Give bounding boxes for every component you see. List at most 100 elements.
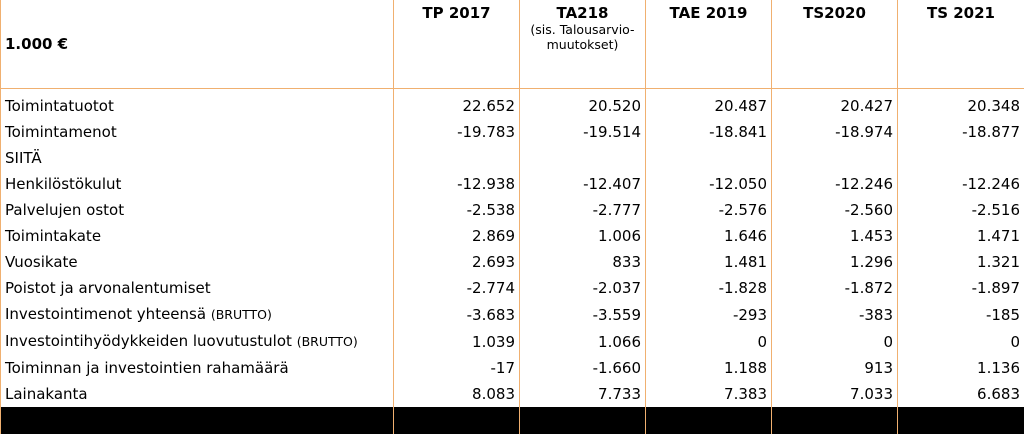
value-cell: -1.897 bbox=[898, 275, 1024, 301]
value-cell: -1.828 bbox=[646, 275, 772, 301]
table-row: Toimintamenot-19.783-19.514-18.841-18.97… bbox=[1, 119, 1024, 145]
column-title: TAE 2019 bbox=[670, 4, 748, 22]
table-row: Toiminnan ja investointien rahamäärä-17-… bbox=[1, 355, 1024, 381]
row-label-cell: Vuosikate bbox=[1, 249, 394, 275]
value-cell: -3.559 bbox=[520, 301, 646, 328]
row-label-cell: Lainakanta bbox=[1, 381, 394, 407]
table-row: Investointimenot yhteensä (BRUTTO)-3.683… bbox=[1, 301, 1024, 328]
row-label-cell: Investointimenot yhteensä (BRUTTO) bbox=[1, 301, 394, 328]
value-cell: 6.683 bbox=[898, 381, 1024, 407]
value-cell: 20.348 bbox=[898, 93, 1024, 119]
value-cell: 1.481 bbox=[646, 249, 772, 275]
value-cell: 7.733 bbox=[520, 381, 646, 407]
value-cell: -12.938 bbox=[394, 171, 520, 197]
column-note: (sis. Talousarvio-muutokset) bbox=[527, 22, 639, 52]
value-cell: 1.646 bbox=[646, 223, 772, 249]
value-cell bbox=[772, 145, 898, 171]
row-label-cell: Toimintamenot bbox=[1, 119, 394, 145]
value-cell: -2.576 bbox=[646, 197, 772, 223]
value-cell: 20.487 bbox=[646, 93, 772, 119]
column-title: TS 2021 bbox=[927, 4, 995, 22]
row-tag: (BRUTTO) bbox=[211, 307, 272, 322]
value-cell: 22.652 bbox=[394, 93, 520, 119]
column-header: TP 2017 bbox=[394, 0, 520, 89]
column-title: TS2020 bbox=[803, 4, 866, 22]
value-cell: 0 bbox=[646, 328, 772, 355]
value-cell: -19.514 bbox=[520, 119, 646, 145]
value-cell: -18.974 bbox=[772, 119, 898, 145]
row-label-cell: SIITÄ bbox=[1, 145, 394, 171]
value-cell: -185 bbox=[898, 301, 1024, 328]
table-row: Poistot ja arvonalentumiset-2.774-2.037-… bbox=[1, 275, 1024, 301]
value-cell: -19.783 bbox=[394, 119, 520, 145]
value-cell: 7.033 bbox=[772, 381, 898, 407]
row-label: Toimintatuotot bbox=[5, 97, 114, 115]
row-label: SIITÄ bbox=[5, 149, 42, 167]
row-label-cell: Toimintatuotot bbox=[1, 93, 394, 119]
value-cell: 1.296 bbox=[772, 249, 898, 275]
row-label: Henkilöstökulut bbox=[5, 175, 121, 193]
value-cell: 2.693 bbox=[394, 249, 520, 275]
row-label: Toiminnan ja investointien rahamäärä bbox=[5, 359, 289, 377]
value-cell: 1.039 bbox=[394, 328, 520, 355]
row-label: Investointimenot yhteensä bbox=[5, 305, 206, 323]
value-cell bbox=[898, 145, 1024, 171]
value-cell: 1.136 bbox=[898, 355, 1024, 381]
row-label: Poistot ja arvonalentumiset bbox=[5, 279, 211, 297]
value-cell: -293 bbox=[646, 301, 772, 328]
column-header: TAE 2019 bbox=[646, 0, 772, 89]
column-title: TA218 bbox=[557, 4, 609, 22]
column-title: TP 2017 bbox=[422, 4, 490, 22]
table-row: Henkilöstökulut-12.938-12.407-12.050-12.… bbox=[1, 171, 1024, 197]
value-cell: 1.066 bbox=[520, 328, 646, 355]
table-row: Palvelujen ostot-2.538-2.777-2.576-2.560… bbox=[1, 197, 1024, 223]
row-label: Toimintakate bbox=[5, 227, 101, 245]
row-label: Vuosikate bbox=[5, 253, 78, 271]
value-cell: 8.083 bbox=[394, 381, 520, 407]
row-label: Investointihyödykkeiden luovutustulot bbox=[5, 332, 292, 350]
value-cell bbox=[394, 145, 520, 171]
value-cell: -2.560 bbox=[772, 197, 898, 223]
row-label-cell: Investointihyödykkeiden luovutustulot (B… bbox=[1, 328, 394, 355]
row-label-cell: Toiminnan ja investointien rahamäärä bbox=[1, 355, 394, 381]
column-header: TS2020 bbox=[772, 0, 898, 89]
column-header: TS 2021 bbox=[898, 0, 1024, 89]
value-cell: -2.516 bbox=[898, 197, 1024, 223]
value-cell: 1.321 bbox=[898, 249, 1024, 275]
row-label: Palvelujen ostot bbox=[5, 201, 124, 219]
header-row: 1.000 € TP 2017 TA218(sis. Talousarvio-m… bbox=[1, 0, 1024, 89]
row-label-cell: Toimintakate bbox=[1, 223, 394, 249]
value-cell: 20.427 bbox=[772, 93, 898, 119]
value-cell: 833 bbox=[520, 249, 646, 275]
row-tag: (BRUTTO) bbox=[297, 334, 358, 349]
value-cell: 0 bbox=[898, 328, 1024, 355]
value-cell bbox=[646, 145, 772, 171]
value-cell: -12.050 bbox=[646, 171, 772, 197]
value-cell: -1.872 bbox=[772, 275, 898, 301]
unit-label: 1.000 € bbox=[1, 0, 394, 89]
row-label: Toimintamenot bbox=[5, 123, 117, 141]
footer-bar bbox=[1, 407, 1024, 434]
value-cell: -1.660 bbox=[520, 355, 646, 381]
value-cell: 0 bbox=[772, 328, 898, 355]
value-cell: 1.188 bbox=[646, 355, 772, 381]
value-cell: -3.683 bbox=[394, 301, 520, 328]
value-cell: -2.774 bbox=[394, 275, 520, 301]
value-cell: 20.520 bbox=[520, 93, 646, 119]
value-cell: 1.453 bbox=[772, 223, 898, 249]
row-label: Lainakanta bbox=[5, 385, 88, 403]
row-label-cell: Poistot ja arvonalentumiset bbox=[1, 275, 394, 301]
row-label-cell: Palvelujen ostot bbox=[1, 197, 394, 223]
value-cell: 913 bbox=[772, 355, 898, 381]
value-cell: -18.877 bbox=[898, 119, 1024, 145]
value-cell: 1.006 bbox=[520, 223, 646, 249]
value-cell: -383 bbox=[772, 301, 898, 328]
value-cell: 7.383 bbox=[646, 381, 772, 407]
value-cell: 1.471 bbox=[898, 223, 1024, 249]
value-cell: -12.246 bbox=[898, 171, 1024, 197]
row-label-cell: Henkilöstökulut bbox=[1, 171, 394, 197]
value-cell: -2.777 bbox=[520, 197, 646, 223]
